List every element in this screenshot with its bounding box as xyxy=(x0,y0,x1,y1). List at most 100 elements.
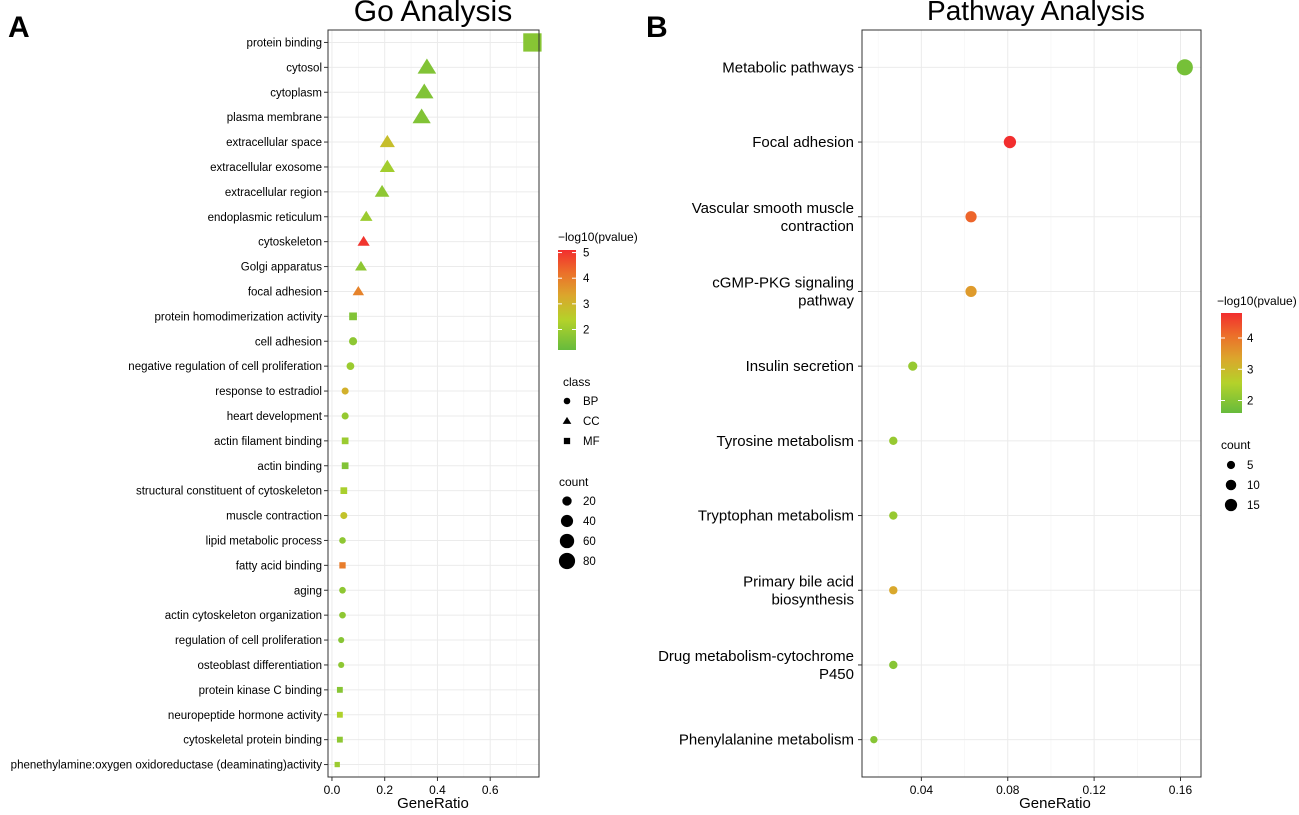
size-legend-label: 20 xyxy=(583,496,596,508)
data-point xyxy=(965,211,977,223)
size-legend-dot xyxy=(1224,498,1238,512)
panel-b-plot-border xyxy=(861,29,1202,778)
panel-b-marks xyxy=(870,59,1193,744)
color-legend-bar xyxy=(1221,313,1242,413)
pathway-label: Metabolic pathways xyxy=(722,59,854,76)
data-point xyxy=(379,134,395,148)
data-point xyxy=(341,437,349,445)
data-point xyxy=(349,312,357,321)
panel-a-marks xyxy=(334,33,542,768)
shape-legend-label: BP xyxy=(583,396,599,408)
term-label: protein homodimerization activity xyxy=(155,311,323,323)
color-legend-title: −log10(pvalue) xyxy=(1217,294,1297,308)
x-tick-label: 0.0 xyxy=(324,783,341,797)
term-label: fatty acid binding xyxy=(236,560,322,572)
term-label: heart development xyxy=(227,411,323,423)
x-tick-label: 0.2 xyxy=(376,783,393,797)
data-point xyxy=(352,285,365,296)
panel-a-gridlines xyxy=(328,30,539,777)
term-label: plasma membrane xyxy=(227,112,322,124)
pathway-label: biosynthesis xyxy=(771,591,854,608)
x-tick-label: 0.16 xyxy=(1169,783,1193,797)
panel-b: B Pathway Analysis Metabolic pathways Foc… xyxy=(646,0,1297,812)
panel-b-gridlines xyxy=(862,30,1201,777)
data-point xyxy=(523,33,542,52)
data-point xyxy=(870,735,878,744)
color-tick-label: 3 xyxy=(1247,364,1253,376)
data-point xyxy=(339,611,346,619)
panel-b-color-legend: −log10(pvalue) 4 3 2 xyxy=(1217,294,1297,413)
data-point xyxy=(412,108,431,124)
term-label: cytoplasm xyxy=(270,87,322,99)
color-tick-label: 2 xyxy=(1247,396,1253,408)
panel-b-y-tick-labels: Metabolic pathways Focal adhesion Vascular… xyxy=(658,59,862,749)
term-label: neuropeptide hormone activity xyxy=(168,710,322,722)
pathway-label: contraction xyxy=(781,218,854,235)
pathway-label: pathway xyxy=(798,292,854,309)
panel-b-x-axis-label: GeneRatio xyxy=(1019,795,1091,812)
term-label: negative regulation of cell proliferatio… xyxy=(128,361,322,373)
term-label: extracellular space xyxy=(226,137,322,149)
shape-legend-label: MF xyxy=(583,436,600,448)
data-point xyxy=(889,436,898,446)
data-point xyxy=(348,337,358,346)
size-legend-label: 10 xyxy=(1247,480,1260,492)
data-point xyxy=(339,586,346,594)
term-label: response to estradiol xyxy=(215,386,322,398)
data-point xyxy=(374,184,390,197)
size-legend-dot xyxy=(558,552,576,570)
pathway-label: Drug metabolism-cytochrome xyxy=(658,648,854,665)
data-point xyxy=(338,661,345,669)
pathway-label: Vascular smooth muscle xyxy=(692,200,854,217)
data-point xyxy=(336,686,343,693)
x-tick-label: 0.12 xyxy=(1082,783,1106,797)
data-point xyxy=(340,512,348,520)
data-point xyxy=(336,711,343,718)
size-legend-title: count xyxy=(559,475,589,489)
size-legend-dot xyxy=(562,496,572,506)
data-point xyxy=(889,660,898,670)
x-tick-label: 0.08 xyxy=(996,783,1020,797)
data-point xyxy=(415,83,434,99)
color-tick-label: 3 xyxy=(583,299,589,311)
term-label: cell adhesion xyxy=(255,336,322,348)
data-point xyxy=(339,562,346,569)
term-label: actin cytoskeleton organization xyxy=(165,610,322,622)
x-tick-label: 0.6 xyxy=(482,783,499,797)
size-legend-title: count xyxy=(1221,438,1251,452)
data-point xyxy=(379,159,395,172)
shape-legend-title: class xyxy=(563,375,590,389)
pathway-label: Phenylalanine metabolism xyxy=(679,732,854,749)
data-point xyxy=(341,462,349,470)
data-point xyxy=(908,361,918,371)
size-legend-label: 15 xyxy=(1247,500,1260,512)
panel-a-color-legend: −log10(pvalue) 5 4 3 2 xyxy=(558,230,638,350)
term-label: cytosol xyxy=(286,62,322,74)
pathway-label: Tyrosine metabolism xyxy=(716,433,854,450)
data-point xyxy=(334,761,340,768)
term-label: cytoskeleton xyxy=(258,237,322,249)
data-point xyxy=(346,362,355,371)
term-label: muscle contraction xyxy=(226,511,322,523)
data-point xyxy=(965,285,977,298)
color-tick-label: 4 xyxy=(1247,333,1254,345)
data-point xyxy=(1176,59,1193,76)
pathway-label: cGMP-PKG signaling xyxy=(712,274,854,291)
term-label: extracellular exosome xyxy=(210,162,322,174)
term-label: endoplasmic reticulum xyxy=(208,212,322,224)
data-point xyxy=(1003,135,1017,149)
size-legend-dot xyxy=(560,514,574,528)
term-label: actin filament binding xyxy=(214,436,322,448)
panel-a-x-ticks: 0.0 0.2 0.4 0.6 xyxy=(324,777,499,797)
size-legend-label: 5 xyxy=(1247,460,1253,472)
legend-cc-icon xyxy=(562,416,572,424)
color-legend-ticks: 4 3 2 xyxy=(1221,333,1254,408)
color-tick-label: 2 xyxy=(583,324,589,336)
data-point xyxy=(341,412,349,420)
size-legend-label: 40 xyxy=(583,516,596,528)
data-point xyxy=(338,636,345,644)
term-label: osteoblast differentiation xyxy=(198,660,322,672)
term-label: cytoskeletal protein binding xyxy=(183,735,322,747)
term-label: regulation of cell proliferation xyxy=(175,635,322,647)
x-tick-label: 0.4 xyxy=(429,783,446,797)
